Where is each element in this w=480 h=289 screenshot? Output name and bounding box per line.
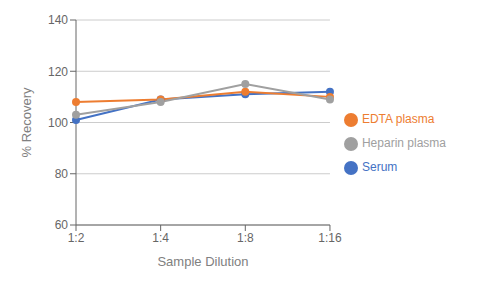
svg-text:% Recovery: % Recovery <box>19 87 34 158</box>
svg-text:1:4: 1:4 <box>152 231 169 245</box>
svg-text:140: 140 <box>48 13 68 27</box>
svg-text:1:8: 1:8 <box>237 231 254 245</box>
svg-text:80: 80 <box>55 167 69 181</box>
html-text:EDTA plasma: EDTA plasma <box>362 112 435 126</box>
svg-text:1:16: 1:16 <box>318 231 342 245</box>
svg-text:60: 60 <box>55 218 69 232</box>
svg-text:1:2: 1:2 <box>68 231 85 245</box>
svg-text:100: 100 <box>48 116 68 130</box>
svg-text:Sample Dilution: Sample Dilution <box>157 254 248 269</box>
html-text:Heparin plasma: Heparin plasma <box>362 136 446 150</box>
html-text:Serum: Serum <box>362 160 398 174</box>
svg-text:120: 120 <box>48 65 68 79</box>
